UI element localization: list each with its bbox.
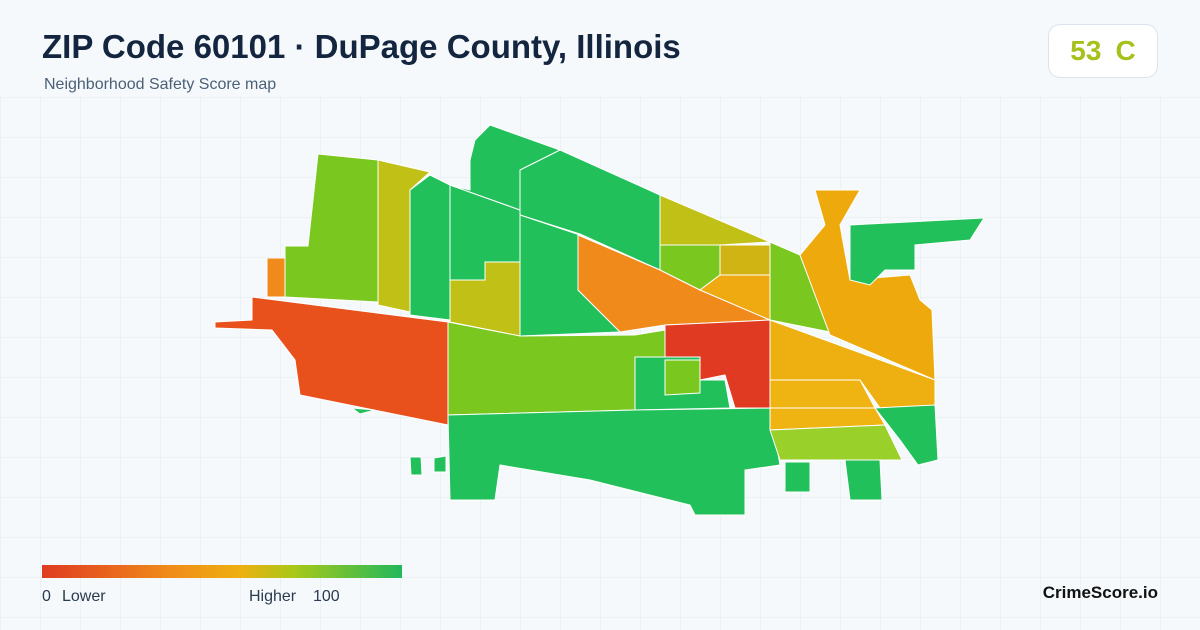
score-grade: C (1115, 35, 1136, 66)
region (849, 217, 985, 286)
region (784, 461, 811, 493)
region (799, 189, 936, 381)
legend-min-label: Lower (62, 588, 106, 605)
subtitle: Neighborhood Safety Score map (44, 76, 277, 93)
score-badge: 53 C (1048, 24, 1158, 78)
region (664, 359, 701, 396)
region (409, 174, 451, 321)
title: ZIP Code 60101 · DuPage County, Illinois (42, 28, 681, 65)
region (433, 455, 447, 473)
region (350, 407, 376, 415)
neighborhoods (214, 124, 985, 516)
region (409, 456, 423, 476)
legend-max: 100 (313, 588, 340, 605)
region (769, 379, 876, 409)
region (447, 321, 666, 416)
legend-max-label: Higher (249, 588, 297, 605)
score-value: 53 (1070, 35, 1102, 66)
region (844, 459, 883, 501)
legend-min: 0 (42, 588, 51, 605)
region (769, 424, 903, 461)
brand: CrimeScore.io (1042, 583, 1158, 602)
region (266, 257, 286, 298)
region (719, 244, 771, 276)
legend-gradient (42, 565, 402, 578)
region (874, 404, 939, 466)
